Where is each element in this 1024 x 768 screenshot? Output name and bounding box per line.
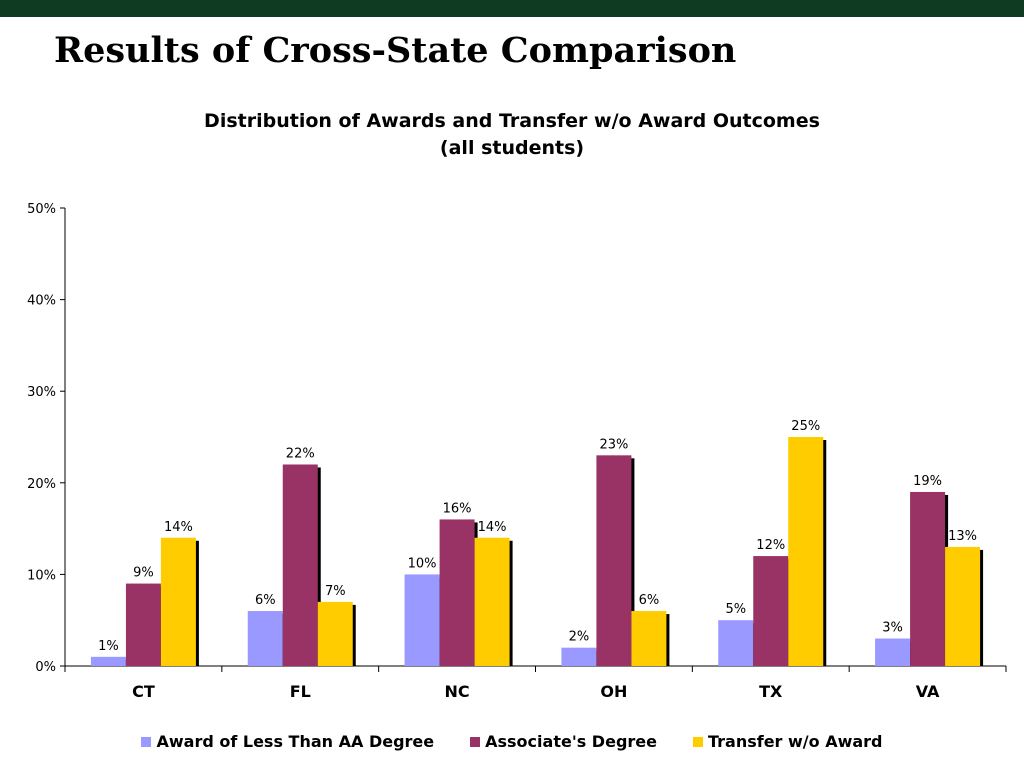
- bar: [125, 583, 161, 666]
- chart-title: Distribution of Awards and Transfer w/o …: [204, 110, 820, 132]
- bar: [474, 537, 510, 666]
- data-label: 22%: [286, 446, 315, 461]
- data-label: 6%: [639, 593, 660, 608]
- data-label: 10%: [408, 556, 437, 571]
- bar: [160, 537, 196, 666]
- data-label: 25%: [791, 419, 820, 434]
- data-label: 16%: [443, 501, 472, 516]
- legend-item: Transfer w/o Award: [692, 732, 883, 751]
- legend-label: Transfer w/o Award: [707, 732, 883, 751]
- data-label: 13%: [948, 529, 977, 544]
- data-label: 1%: [98, 639, 119, 654]
- legend-swatch: [470, 736, 481, 747]
- x-tick-label: FL: [290, 682, 311, 701]
- legend-label: Award of Less Than AA Degree: [156, 732, 435, 751]
- data-label: 7%: [325, 584, 346, 599]
- bar: [910, 491, 946, 666]
- legend-swatch: [692, 736, 703, 747]
- data-label: 14%: [478, 520, 507, 535]
- data-label: 12%: [756, 538, 785, 553]
- legend-label: Associate's Degree: [485, 732, 657, 751]
- legend-swatch: [141, 736, 152, 747]
- bar: [788, 437, 824, 666]
- x-tick-label: OH: [600, 682, 627, 701]
- top-banner: [0, 0, 1024, 17]
- bar: [596, 455, 632, 666]
- chart-legend: Award of Less Than AA Degree Associate's …: [0, 732, 1024, 751]
- bar: [945, 546, 981, 666]
- bar: [439, 519, 475, 666]
- chart-subtitle: (all students): [439, 137, 585, 159]
- slide-title: Results of Cross-State Comparison: [54, 30, 737, 71]
- legend-item: Associate's Degree: [470, 732, 657, 751]
- y-tick-label: 10%: [27, 568, 56, 583]
- bar: [247, 611, 283, 666]
- data-label: 9%: [133, 566, 154, 581]
- y-tick-label: 50%: [27, 202, 56, 217]
- bar: [317, 601, 353, 666]
- x-tick-label: VA: [916, 682, 940, 701]
- bar: [875, 638, 911, 666]
- data-label: 5%: [725, 602, 746, 617]
- bar-chart: 0% 10% 20% 30% 40% 50% CT 1% 9% 14% FL 6% 22% 7% NC 10%…: [27, 202, 1007, 701]
- x-tick-label: TX: [759, 682, 783, 701]
- bar: [282, 464, 318, 666]
- bar: [561, 647, 597, 666]
- data-label: 2%: [569, 630, 590, 645]
- x-tick-label: CT: [132, 682, 155, 701]
- bar: [404, 574, 440, 666]
- y-tick-label: 30%: [27, 385, 56, 400]
- data-label: 6%: [255, 593, 276, 608]
- bar: [631, 611, 667, 666]
- data-label: 19%: [913, 474, 942, 489]
- bar: [718, 620, 754, 666]
- data-label: 23%: [599, 437, 628, 452]
- x-tick-label: NC: [445, 682, 470, 701]
- legend-item: Award of Less Than AA Degree: [141, 732, 434, 751]
- data-label: 3%: [882, 621, 903, 636]
- bar: [753, 556, 789, 666]
- y-tick-label: 0%: [35, 660, 56, 675]
- data-label: 14%: [164, 520, 193, 535]
- y-tick-label: 40%: [27, 294, 56, 309]
- bar: [90, 656, 126, 666]
- y-tick-label: 20%: [27, 477, 56, 492]
